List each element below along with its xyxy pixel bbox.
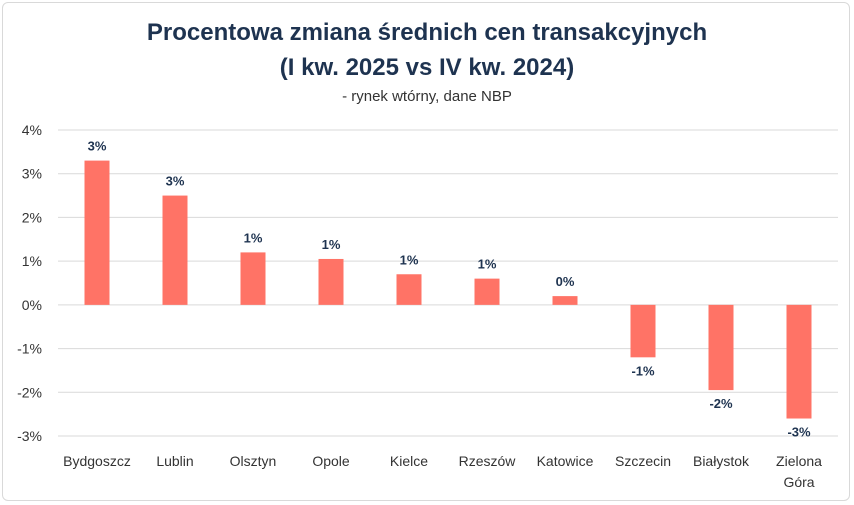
data-label: 1%	[400, 252, 419, 267]
data-label: 3%	[88, 139, 107, 154]
x-category-label: Szczecin	[615, 453, 671, 469]
bar	[708, 304, 734, 391]
bar	[630, 304, 656, 358]
bar	[318, 258, 344, 305]
data-labels: 3% 3% 1% 1% 1% 1% 0% -1% -2% -3%	[88, 139, 811, 440]
data-label: 0%	[556, 274, 575, 289]
data-label: 3%	[166, 174, 185, 189]
gridlines	[58, 129, 838, 437]
bar	[162, 195, 188, 305]
x-category-label: Olsztyn	[230, 453, 277, 469]
data-label: -1%	[631, 363, 655, 378]
x-axis-categories: Bydgoszcz Lublin Olsztyn Opole Kielce Rzeszów…	[63, 453, 822, 490]
x-category-label: Białystok	[693, 453, 750, 469]
data-label: -3%	[787, 425, 811, 440]
y-tick-label: -2%	[17, 384, 42, 400]
data-label: 1%	[322, 237, 341, 252]
y-tick-label: 1%	[22, 253, 42, 269]
x-category-label: Rzeszów	[459, 453, 517, 469]
x-category-label: Opole	[312, 453, 350, 469]
y-axis-ticks: 4% 3% 2% 1% 0% -1% -2% -3%	[17, 122, 42, 444]
x-category-label: Katowice	[537, 453, 594, 469]
chart-title-line2: (I kw. 2025 vs IV kw. 2024)	[279, 54, 575, 81]
chart-subtitle: - rynek wtórny, dane NBP	[342, 88, 512, 105]
chart-title-line1: Procentowa zmiana średnich cen transakcy…	[146, 19, 708, 46]
x-category-label: Bydgoszcz	[63, 453, 131, 469]
x-category-label: Lublin	[156, 453, 193, 469]
bar	[396, 274, 422, 305]
bars	[84, 160, 812, 419]
y-tick-label: -1%	[17, 341, 42, 357]
bar	[240, 252, 266, 305]
y-tick-label: 4%	[22, 122, 42, 138]
data-label: -2%	[709, 396, 733, 411]
y-tick-label: 3%	[22, 166, 42, 182]
data-label: 1%	[478, 257, 497, 272]
bar	[474, 278, 500, 305]
data-label: 1%	[244, 230, 263, 245]
y-tick-label: 2%	[22, 209, 42, 225]
y-tick-label: -3%	[17, 428, 42, 444]
bar	[552, 296, 578, 305]
x-category-label: Góra	[783, 474, 814, 490]
bar	[786, 304, 812, 419]
x-category-label: Zielona	[776, 453, 822, 469]
bar	[84, 160, 110, 305]
y-tick-label: 0%	[22, 297, 42, 313]
x-category-label: Kielce	[390, 453, 428, 469]
